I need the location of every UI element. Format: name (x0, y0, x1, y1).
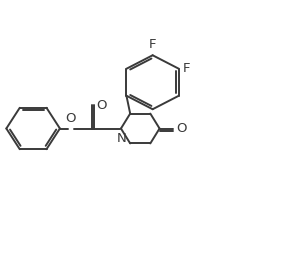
Text: N: N (116, 132, 126, 145)
Text: O: O (176, 122, 187, 135)
Text: F: F (183, 62, 191, 75)
Text: O: O (96, 99, 106, 112)
Text: O: O (65, 112, 76, 125)
Text: F: F (149, 38, 156, 51)
